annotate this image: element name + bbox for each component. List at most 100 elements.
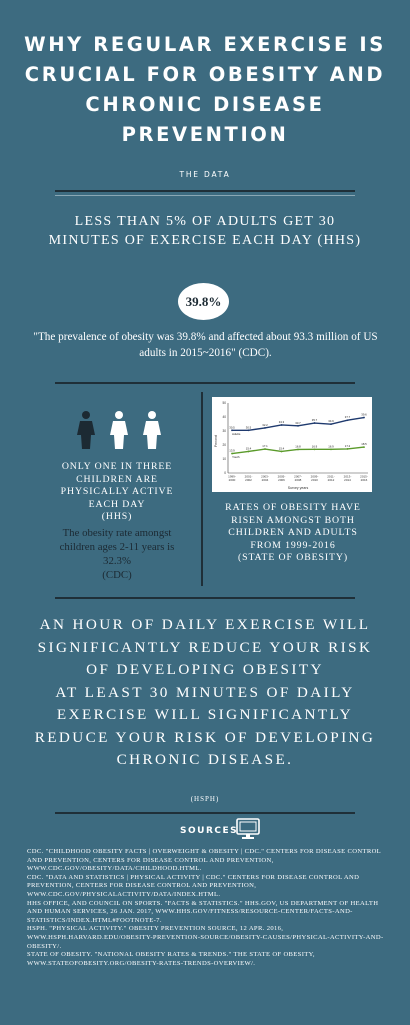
data-label: 37.7 bbox=[345, 415, 351, 419]
section-label: THE DATA bbox=[179, 170, 231, 179]
source-item: CDC. "CHILDHOOD OBESITY FACTS | OVERWEIG… bbox=[27, 848, 381, 873]
thirty-minutes-text: AT LEAST 30 MINUTES OF DAILY EXERCISE WI… bbox=[34, 683, 376, 769]
data-point bbox=[297, 448, 299, 451]
rates-text: RATES OF OBESITY HAVE RISEN AMONGST BOTH… bbox=[225, 502, 361, 551]
x-tick-label: 2004 bbox=[262, 478, 269, 482]
rates-source: (STATE OF OBESITY) bbox=[237, 552, 349, 563]
y-tick-label: 0 bbox=[224, 471, 226, 475]
data-label: 30.5 bbox=[246, 425, 252, 429]
data-point bbox=[346, 448, 349, 450]
data-point bbox=[330, 448, 332, 451]
children-active-source: (HHS) bbox=[101, 511, 133, 522]
x-tick-label: 2014 bbox=[344, 478, 351, 482]
data-point bbox=[280, 424, 283, 426]
hsph-source: (HSPH) bbox=[190, 795, 220, 803]
y-axis-label: Percent bbox=[214, 435, 218, 447]
y-tick-label: 40 bbox=[222, 415, 226, 419]
sources-list: CDC. "CHILDHOOD OBESITY FACTS | OVERWEIG… bbox=[27, 848, 387, 968]
x-tick-label: 2007- bbox=[294, 475, 302, 479]
divider bbox=[55, 190, 355, 192]
data-label: 16.8 bbox=[295, 444, 301, 448]
x-axis-label: Survey years bbox=[288, 486, 309, 490]
data-point bbox=[363, 446, 365, 448]
data-label: 34.3 bbox=[279, 420, 285, 424]
children-obesity-source: (CDC) bbox=[102, 568, 132, 581]
x-tick-label: 2013- bbox=[344, 475, 352, 479]
x-tick-label: 2001- bbox=[245, 475, 253, 479]
y-tick-label: 30 bbox=[222, 429, 226, 433]
x-tick-label: 2016 bbox=[361, 478, 368, 482]
divider bbox=[55, 597, 355, 599]
obesity-trend-chart: Percent Survey years 0 10 20 30 40 50 1999- 200… bbox=[212, 397, 372, 492]
children-stats: ONLY ONE IN THREE CHILDREN ARE PHYSICALL… bbox=[52, 461, 182, 582]
data-point bbox=[363, 416, 365, 419]
data-point bbox=[313, 448, 316, 451]
data-point bbox=[330, 423, 332, 426]
data-point bbox=[231, 452, 233, 455]
data-point bbox=[231, 429, 233, 432]
obesity-quote: "The prevalence of obesity was 39.8% and… bbox=[33, 331, 378, 359]
sources-title: SOURCES bbox=[180, 826, 239, 836]
data-point bbox=[247, 429, 250, 432]
axis-ticks: 0 10 20 30 40 50 1999-2000 2001-2002 2003-2004 20… bbox=[222, 401, 367, 482]
source-item: CDC. "DATA AND STATISTICS | PHYSICAL ACT… bbox=[27, 873, 360, 898]
exercise-recommendations: AN HOUR OF DAILY EXERCISE WILL SIGNIFICA… bbox=[25, 614, 385, 772]
divider bbox=[55, 382, 355, 384]
x-tick-label: 2008 bbox=[295, 478, 302, 482]
rates-stats: RATES OF OBESITY HAVE RISEN AMONGST BOTH… bbox=[213, 502, 373, 565]
data-label: 35.7 bbox=[312, 418, 318, 422]
children-obesity-text: The obesity rate amongst children ages 2… bbox=[59, 526, 175, 567]
children-icons bbox=[77, 411, 161, 449]
monitor-icon bbox=[236, 818, 260, 839]
data-point bbox=[264, 448, 266, 450]
data-label: 39.6 bbox=[361, 413, 367, 417]
data-label: 16.9 bbox=[328, 444, 334, 448]
y-tick-label: 20 bbox=[222, 443, 226, 447]
chart-series: 30.5 30.5 32.2 34.3 33.7 35.7 34.9 37.7 39.6 Adul… bbox=[229, 413, 367, 459]
page-title: WHY REGULAR EXERCISE IS CRUCIAL FOR OBES… bbox=[24, 33, 386, 146]
data-label: 15.4 bbox=[246, 446, 252, 450]
data-point bbox=[297, 424, 299, 427]
y-tick-label: 10 bbox=[222, 457, 226, 461]
x-tick-label: 2011- bbox=[327, 475, 334, 479]
x-tick-label: 2006 bbox=[278, 478, 285, 482]
data-point bbox=[280, 450, 283, 453]
data-label: 32.2 bbox=[262, 423, 268, 427]
data-point bbox=[346, 419, 349, 422]
data-label: 18.5 bbox=[361, 442, 367, 446]
source-item: STATE OF OBESITY. "NATIONAL OBESITY RATE… bbox=[27, 951, 315, 967]
source-item: HSPH. "PHYSICAL ACTIVITY." OBESITY PREVE… bbox=[27, 925, 384, 950]
source-item: HHS OFFICE, AND COUNCIL ON SPORTS. "FACT… bbox=[27, 899, 379, 924]
series-name: Adults bbox=[232, 432, 241, 436]
data-point bbox=[264, 427, 266, 429]
line-chart: Percent Survey years 010203040501999-200… bbox=[214, 401, 368, 490]
x-tick-label: 2000 bbox=[229, 478, 236, 482]
data-label: 34.9 bbox=[328, 419, 334, 423]
data-point bbox=[247, 450, 250, 453]
x-tick-label: 2015- bbox=[360, 475, 368, 479]
x-tick-label: 2002 bbox=[245, 478, 252, 482]
data-label: 33.7 bbox=[295, 421, 301, 425]
divider-thin bbox=[55, 195, 355, 196]
x-tick-label: 2009- bbox=[311, 475, 319, 479]
y-tick-label: 50 bbox=[222, 401, 226, 405]
data-label: 17.1 bbox=[262, 444, 268, 448]
data-label: 16.9 bbox=[312, 444, 318, 448]
x-tick-label: 2005- bbox=[278, 475, 286, 479]
child-inactive-icon bbox=[143, 411, 161, 449]
child-inactive-icon bbox=[110, 411, 128, 449]
children-active-text: ONLY ONE IN THREE CHILDREN ARE PHYSICALL… bbox=[60, 461, 174, 510]
divider bbox=[55, 812, 355, 814]
x-tick-label: 2012 bbox=[328, 478, 335, 482]
x-tick-label: 1999- bbox=[228, 475, 236, 479]
data-point bbox=[313, 422, 316, 424]
x-tick-label: 2003- bbox=[261, 475, 269, 479]
hour-exercise-text: AN HOUR OF DAILY EXERCISE WILL SIGNIFICA… bbox=[37, 616, 373, 678]
data-label: 13.9 bbox=[229, 449, 235, 453]
child-active-icon bbox=[77, 411, 95, 449]
series-name: Youth bbox=[232, 455, 240, 459]
adult-exercise-stat: LESS THAN 5% OF ADULTS GET 30 MINUTES OF… bbox=[48, 214, 362, 248]
vertical-divider bbox=[201, 392, 203, 586]
data-label: 30.5 bbox=[229, 425, 235, 429]
